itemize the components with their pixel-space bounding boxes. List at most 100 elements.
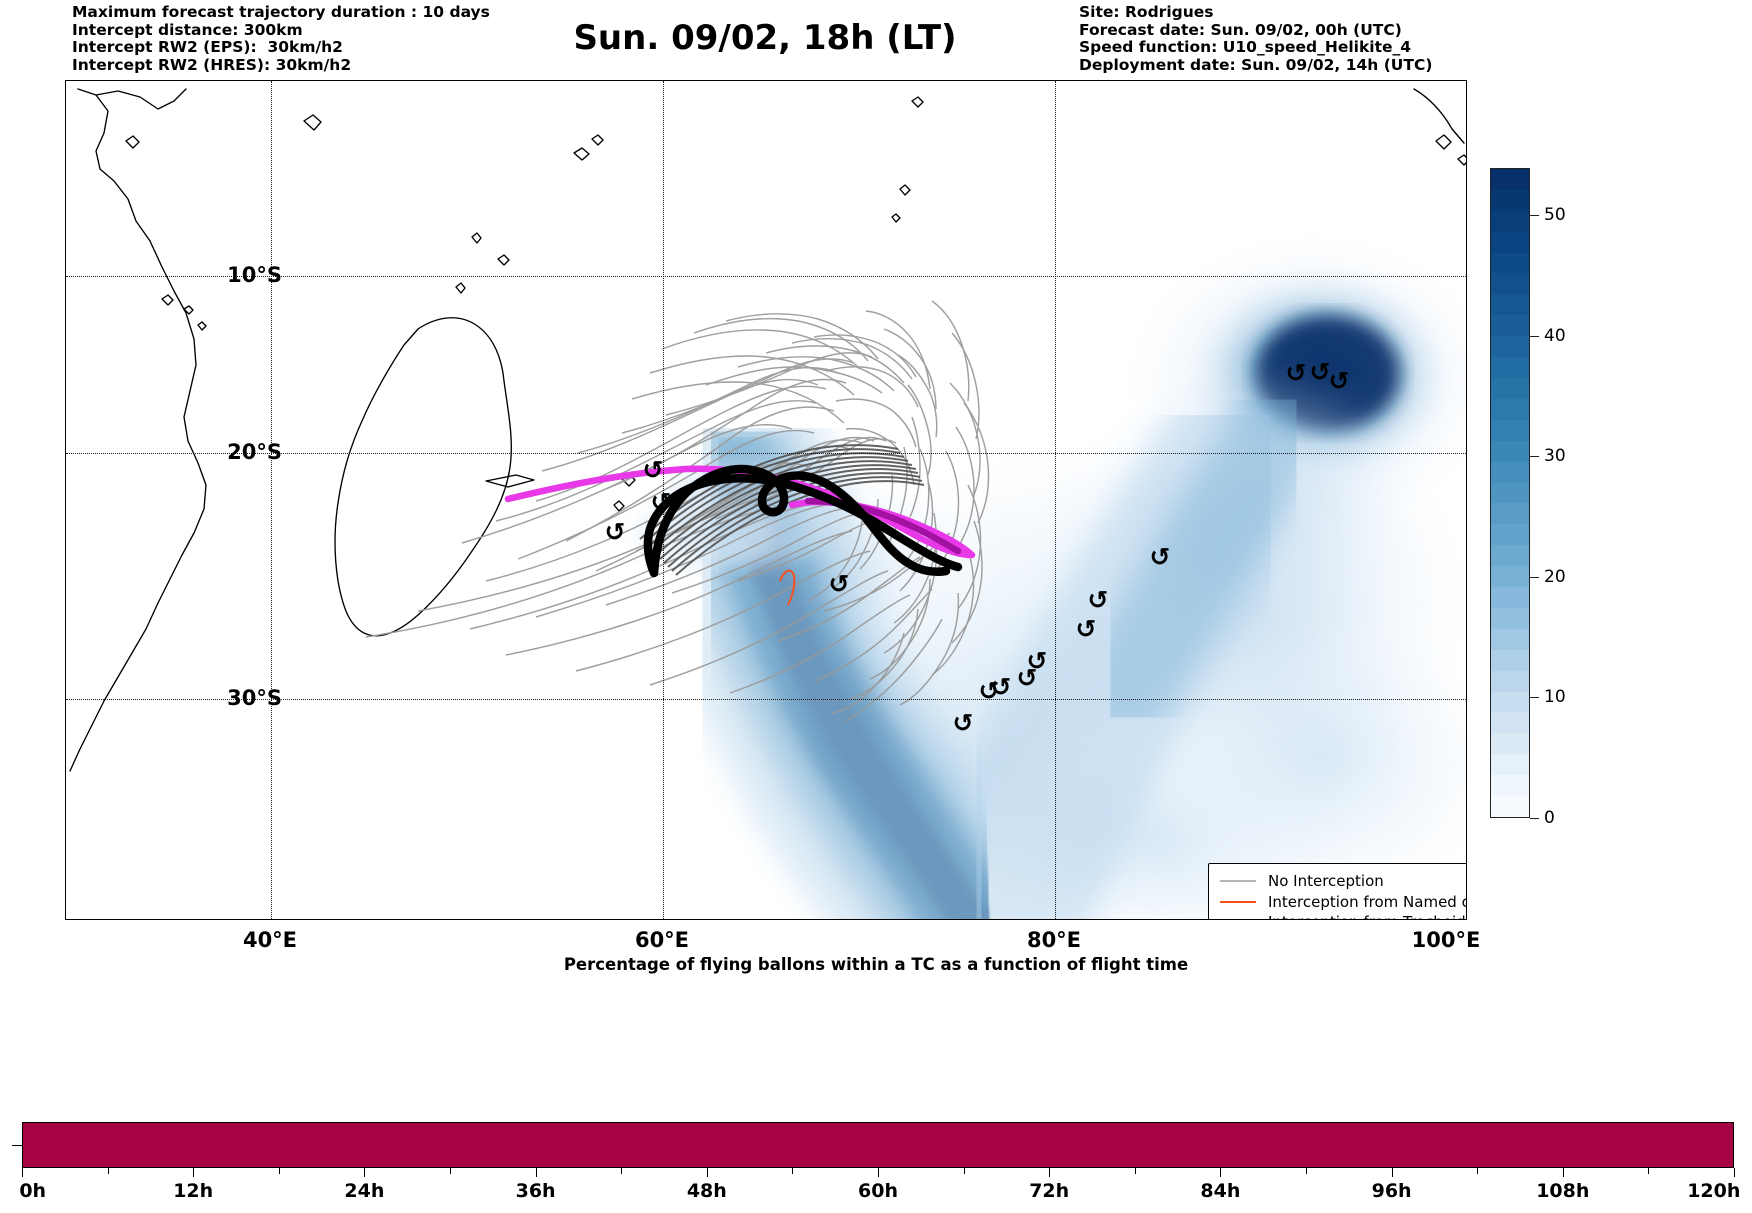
tc-obs-marker: ↺ [978,676,1000,706]
colorbar-step-4 [1491,712,1529,734]
timebar-tick [621,1168,623,1174]
timebar-tick-label-12h: 12h [173,1180,214,1202]
header-left-line-2: Intercept RW2 (EPS): 30km/h2 [72,38,343,57]
timebar-tick-label-36h: 36h [515,1180,556,1202]
lon-tick-label-40E: 40°E [242,928,298,952]
legend-label: Interception from Trochoid [1268,913,1466,919]
colorbar-step-12 [1491,545,1529,567]
colorbar-step-9 [1491,607,1529,629]
legend-line-swatch [1218,912,1258,919]
legend-label: Interception from Named cyclone [1268,892,1466,911]
colorbar-tick [1530,456,1539,457]
timebar-tick [963,1168,965,1174]
colorbar-step-7 [1491,649,1529,671]
lat-tick-label-10S: 10°S [227,263,282,287]
header-left-block: Maximum forecast trajectory duration : 1… [72,3,692,74]
colorbar-tick-label-30: 30 [1544,446,1566,466]
colorbar-step-19 [1491,398,1529,420]
colorbar-step-2 [1491,754,1529,776]
colorbar-step-5 [1491,691,1529,713]
timebar-y-tick [12,1145,22,1146]
tc-obs-marker: ↺ [1075,614,1097,644]
cyclone-density-field [618,231,1466,919]
colorbar: 0 10 20 30 40 50 [1490,168,1566,828]
colorbar-tick [1530,336,1539,337]
colorbar-step-1 [1491,775,1529,797]
header-forecast-date: Forecast date: Sun. 09/02, 00h (UTC) [1079,20,1402,39]
colorbar-tick [1530,697,1539,698]
timebar-tick [1220,1168,1222,1177]
gridline-lon-40E [271,81,272,919]
colorbar-step-3 [1491,733,1529,755]
tc-obs-marker: ↺ [1016,663,1038,693]
timebar-tick-label-120h: 120h [1687,1180,1741,1202]
map-canvas [69,88,1466,919]
colorbar-step-22 [1491,336,1529,358]
legend-item-named-cyclone[interactable]: Interception from Named cyclone [1218,892,1466,913]
tc-obs-marker: ↺ [828,569,850,599]
timebar-tick [878,1168,879,1177]
timebar-tick [1134,1168,1136,1174]
timebar-tick [1391,1168,1393,1177]
colorbar-tick [1530,818,1539,819]
timebar-tick [1648,1168,1650,1174]
colorbar-step-16 [1491,461,1529,483]
coastlines [69,88,1466,772]
named-cyclone-interception-track [779,569,796,606]
timebar-tick [792,1168,794,1174]
tc-obs-marker: ↺ [1026,646,1048,676]
timebar-tick [193,1168,195,1177]
colorbar-step-25 [1491,273,1529,295]
timebar-tick [364,1168,366,1177]
header-left-line-3: Intercept RW2 (HRES): 30km/h2 [72,55,352,74]
tc-obs-marker: ↺ [650,487,672,517]
colorbar-gradient [1490,168,1530,818]
legend-line-swatch [1218,871,1258,891]
timebar-tick [1306,1168,1307,1174]
tc-obs-marker: ↺ [1328,366,1350,396]
colorbar-step-8 [1491,628,1529,650]
map-plot-area: ↺ ↺ ↺ ↺ ↺ ↺ ↺ ↺ ↺ ↺ ↺ ↺ ↺ ↺ ↺ No Interce… [65,80,1467,920]
timebar-tick-label-96h: 96h [1371,1180,1412,1202]
timebar-tick-label-0h: 0h [19,1180,47,1202]
timebar-tick-label-48h: 48h [686,1180,727,1202]
colorbar-tick-label-0: 0 [1544,808,1555,828]
timebar-tick [1562,1168,1564,1177]
colorbar-tick [1530,215,1539,216]
tc-obs-marker: ↺ [1285,358,1307,388]
colorbar-step-0 [1491,796,1529,817]
header-right-block: Site: Rodrigues Forecast date: Sun. 09/0… [1079,3,1579,74]
timebar-fill [23,1123,1733,1167]
timebar-tick [278,1168,280,1174]
colorbar-step-11 [1491,566,1529,588]
colorbar-step-14 [1491,503,1529,525]
colorbar-step-28 [1491,210,1529,232]
gridline-lat-10S [66,276,1466,277]
colorbar-step-27 [1491,231,1529,253]
lon-tick-label-60E: 60°E [634,928,690,952]
timebar-tick [107,1168,109,1174]
header-speed-function: Speed function: U10_speed_Helikite_4 [1079,38,1412,57]
colorbar-step-20 [1491,377,1529,399]
timebar-tick [706,1168,708,1177]
tc-obs-marker: ↺ [1309,357,1331,387]
ensemble-trajectories [365,300,990,722]
page-title: Sun. 09/02, 18h (LT) [573,18,957,58]
colorbar-step-24 [1491,294,1529,316]
lon-tick-label-100E: 100°E [1411,928,1481,952]
colorbar-tick-label-40: 40 [1544,326,1566,346]
colorbar-step-29 [1491,189,1529,211]
legend-item-trochoid[interactable]: Interception from Trochoid [1218,912,1466,919]
legend-line-swatch [1218,892,1258,912]
gridline-lon-60E [663,81,664,919]
colorbar-tick-label-50: 50 [1544,205,1566,225]
colorbar-step-6 [1491,670,1529,692]
tc-obs-marker: ↺ [1149,542,1171,572]
colorbar-title: Named cyclones forecast - Number of EPS … [1620,168,1752,818]
tc-obs-marker: ↺ [952,708,974,738]
timebar-tick [1477,1168,1479,1174]
legend-item-no-interception[interactable]: No Interception [1218,871,1466,892]
legend-label: No Interception [1268,872,1384,891]
gridline-lat-20S [66,453,1466,454]
header-left-line-0: Maximum forecast trajectory duration : 1… [72,3,490,21]
